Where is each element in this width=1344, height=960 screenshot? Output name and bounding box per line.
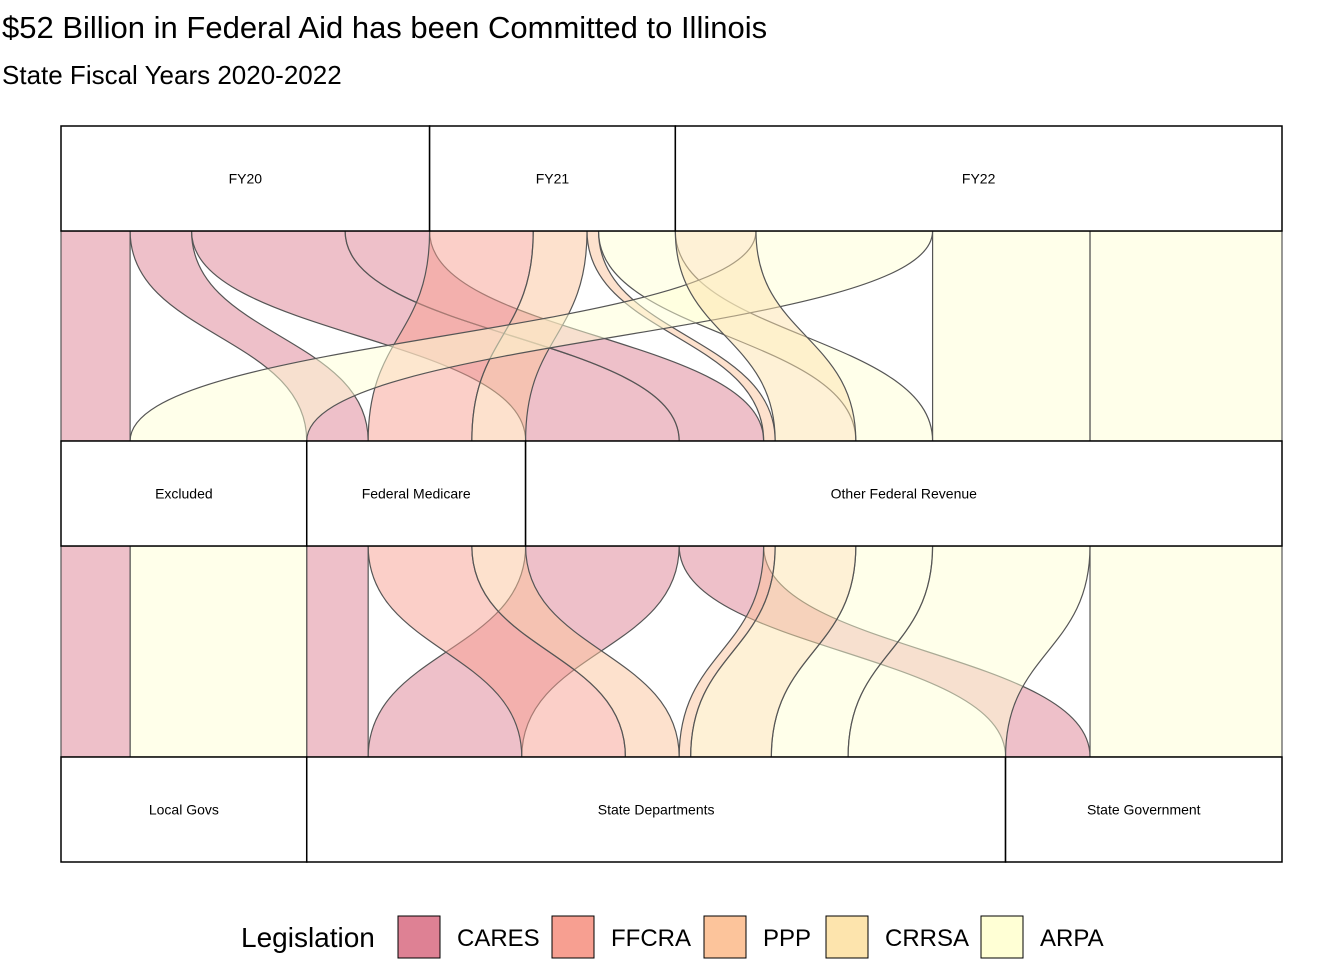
stratum-box-fy21 <box>428 125 677 232</box>
chart-title: $52 Billion in Federal Aid has been Comm… <box>2 10 768 45</box>
legend-swatch-arpa <box>980 915 1024 959</box>
stratum-box-local-govs <box>60 756 308 863</box>
stratum-label-excluded: Excluded <box>155 486 213 502</box>
stratum-label-fy22: FY22 <box>962 171 996 187</box>
legend-label-ffcra: FFCRA <box>611 925 691 952</box>
flow-ribbon-arpa <box>931 230 1091 442</box>
flow-ribbon-arpa <box>1089 230 1283 442</box>
stratum-label-local-govs: Local Govs <box>149 802 219 818</box>
stratum-label-state-government: State Government <box>1087 802 1201 818</box>
stratum-label-other-federal-revenue: Other Federal Revenue <box>831 486 978 502</box>
stratum-label-state-departments: State Departments <box>598 802 715 818</box>
chart-subtitle: State Fiscal Years 2020-2022 <box>2 60 342 90</box>
strata: FY20 FY21 FY22 Excluded Federal Medicare Othe… <box>60 125 1283 863</box>
stratum-box-fy20 <box>60 125 431 232</box>
legend-label-ppp: PPP <box>763 925 811 952</box>
flows-revenue-to-recipient <box>60 545 1283 758</box>
flow-ribbon-arpa <box>129 545 308 758</box>
legend-title: Legislation <box>241 922 375 953</box>
stratum-label-fy21: FY21 <box>536 171 570 187</box>
legend-swatch-ffcra <box>551 915 595 959</box>
stratum-box-state-departments <box>305 756 1007 863</box>
stratum-box-state-government <box>1004 756 1283 863</box>
legend-label-arpa: ARPA <box>1040 925 1104 952</box>
legend-swatch-cares <box>397 915 441 959</box>
flow-ribbon-arpa <box>1089 545 1283 758</box>
stratum-box-fy22 <box>674 125 1283 232</box>
flow-ribbon-cares <box>306 545 369 758</box>
flow-ribbon-cares <box>60 230 131 442</box>
stratum-label-federal-medicare: Federal Medicare <box>362 486 471 502</box>
flow-ribbon-cares <box>60 545 131 758</box>
legend-label-crrsa: CRRSA <box>885 925 969 952</box>
legend-label-cares: CARES <box>457 925 540 952</box>
legend-swatch-crrsa <box>825 915 869 959</box>
flows-year-to-revenue <box>60 230 1283 442</box>
legend: Legislation CARES FFCRA PPP CRRSA ARPA <box>241 915 1104 959</box>
legend-swatch-ppp <box>703 915 747 959</box>
stratum-box-federal-medicare <box>305 440 527 547</box>
stratum-label-fy20: FY20 <box>229 171 263 187</box>
stratum-box-other-federal-revenue <box>524 440 1283 547</box>
